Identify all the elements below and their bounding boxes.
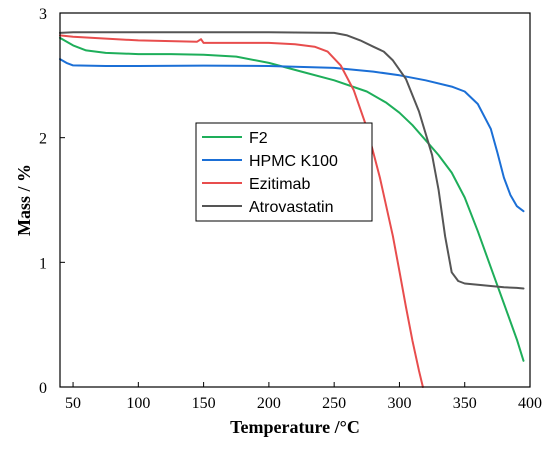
y-tick-label: 1 (39, 255, 47, 272)
legend-label: Ezitimab (249, 176, 310, 193)
legend-label: F2 (249, 130, 268, 147)
series-line-ezitimab (59, 34, 424, 388)
x-tick-label: 100 (126, 395, 150, 412)
legend: F2 HPMC K100 Ezitimab Atrovastatin (195, 122, 373, 222)
x-tick-label: 50 (65, 395, 81, 412)
y-axis-ticks: 0 1 2 3 (39, 6, 65, 397)
legend-label: Atrovastatin (249, 199, 333, 216)
legend-box (195, 122, 373, 222)
x-axis-title: Temperature /°C (230, 417, 360, 437)
legend-label: HPMC K100 (249, 153, 338, 170)
x-axis-ticks: 50 100 150 200 250 300 350 400 (65, 382, 542, 412)
x-tick-label: 200 (257, 395, 281, 412)
y-tick-label: 3 (39, 6, 47, 23)
series-line-atrovastatin (59, 31, 525, 290)
x-tick-label: 300 (387, 395, 411, 412)
series-line-hpmc-k100 (59, 58, 525, 213)
y-axis-title: Mass / % (14, 164, 34, 236)
x-tick-label: 250 (322, 395, 346, 412)
x-tick-label: 150 (192, 395, 216, 412)
plot-lines (59, 31, 525, 388)
x-tick-label: 400 (518, 395, 542, 412)
plot-frame (59, 12, 531, 388)
x-tick-label: 350 (453, 395, 477, 412)
y-tick-label: 0 (39, 380, 47, 397)
series-line-f2 (59, 36, 525, 362)
y-tick-label: 2 (39, 131, 47, 148)
